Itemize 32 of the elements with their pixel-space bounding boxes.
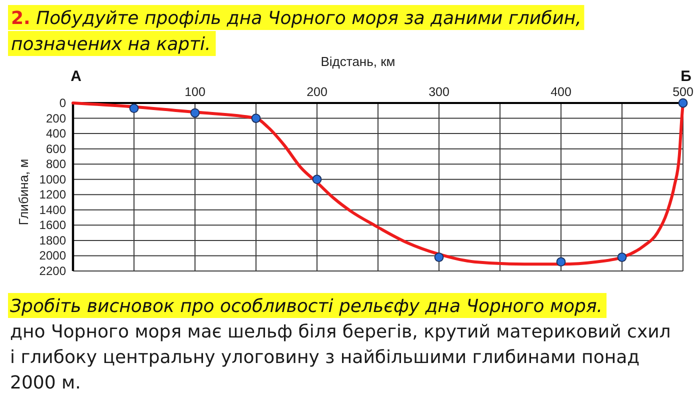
point xyxy=(190,108,200,118)
y-tick-label: 200 xyxy=(46,111,66,126)
y-tick-label: 1600 xyxy=(39,218,66,232)
x-tick-label: 500 xyxy=(672,85,694,99)
point xyxy=(678,98,688,108)
x-tick-label: 400 xyxy=(550,85,572,99)
y-tick-label: 800 xyxy=(46,157,66,172)
point xyxy=(312,174,322,184)
y-tick-label: 1200 xyxy=(39,188,66,202)
y-axis-title: Глибина, м xyxy=(16,158,31,226)
annotation: Б xyxy=(680,68,692,85)
x-axis-title: Відстань, км xyxy=(320,54,396,69)
y-tick-label: 1400 xyxy=(39,202,66,217)
text: Зробіть висновок про особливості рельєфу дна Чорного моря. xyxy=(10,296,603,317)
chart-title: 2. Побудуйте профіль дна Чорного моря за даними глибин, позначених на карті. xyxy=(11,8,582,55)
x-tick-label: 300 xyxy=(428,85,450,99)
point xyxy=(617,252,627,262)
y-tick-label: 1800 xyxy=(39,233,66,248)
point xyxy=(251,114,261,123)
y-tick-label: 0 xyxy=(59,96,66,110)
x-tick-label: 100 xyxy=(184,85,206,99)
y-tick-label: 1000 xyxy=(39,172,66,186)
point xyxy=(129,104,139,114)
point xyxy=(434,252,444,262)
y-tick-label: 2000 xyxy=(39,248,66,263)
text: дно Чорного моря має шельф біля берегів, крутий материковий схил і глибоку центральну улоговину з найбільшими глибинами понад 2000 м. xyxy=(10,322,671,394)
annotation: А xyxy=(70,68,82,85)
point xyxy=(556,257,566,267)
y-tick-label: 600 xyxy=(46,142,66,156)
y-tick-label: 400 xyxy=(46,126,66,141)
y-tick-label: 2200 xyxy=(39,264,66,278)
x-tick-label: 200 xyxy=(306,85,328,99)
